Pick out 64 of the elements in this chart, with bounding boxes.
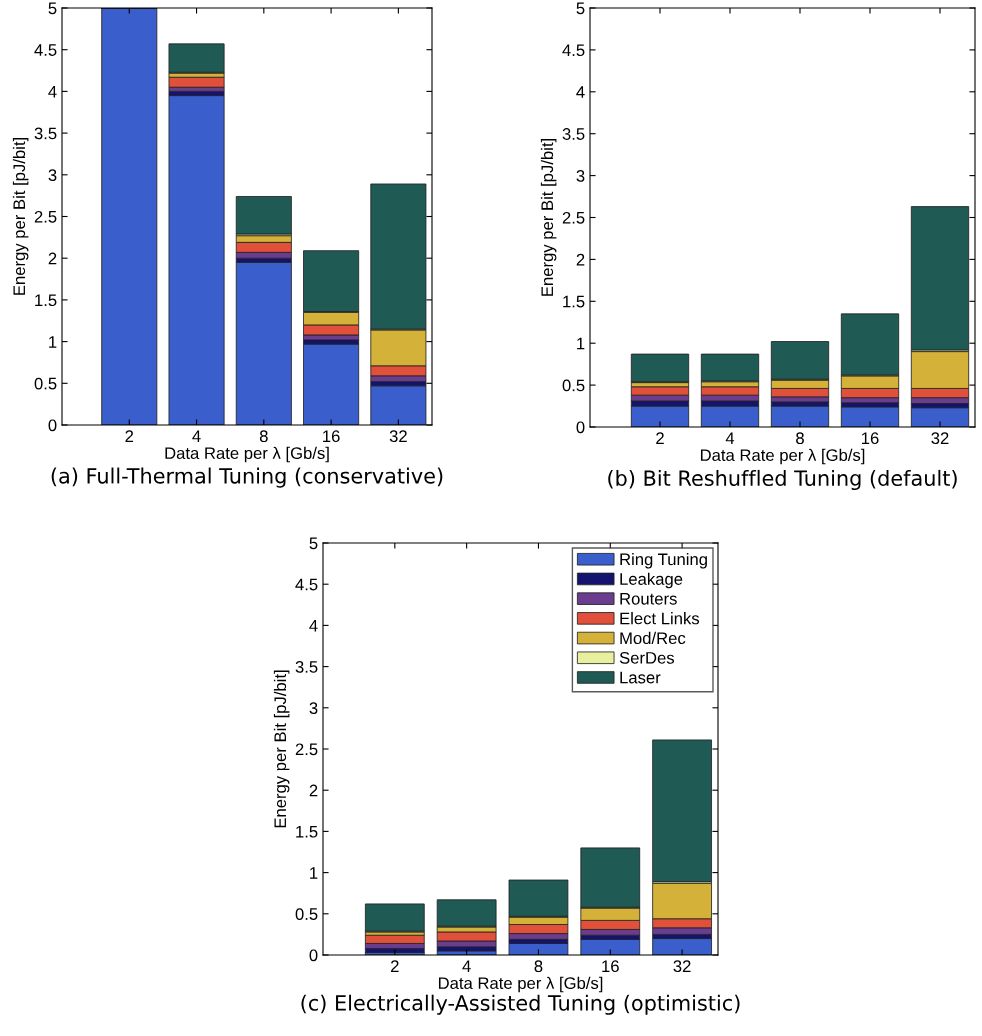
y-tick-label: 0.5 [295, 908, 318, 920]
legend-label: Mod/Rec [620, 631, 686, 645]
y-tick-label: 0.5 [562, 379, 585, 392]
y-tick-label: 1.5 [563, 295, 585, 308]
x-tick-label: 4 [462, 960, 471, 972]
y-axis-title: Energy per Bit [pJ/bit] [540, 139, 557, 296]
x-tick-label: 8 [259, 430, 268, 443]
y-tick-label: 1 [310, 867, 318, 879]
y-tick-label: 2 [48, 252, 57, 265]
x-tick-label: 2 [656, 432, 664, 444]
x-tick-label: 4 [725, 432, 735, 444]
text: (c) Electrically-Assisted Tuning (optimistic) [301, 994, 740, 1015]
y-tick-label: 3 [48, 169, 57, 181]
y-tick-label: 3.5 [34, 127, 57, 140]
y-tick-label: 2 [576, 253, 585, 266]
x-tick-label: 16 [323, 430, 340, 443]
y-tick-label: 3 [576, 170, 585, 182]
text: (b) Bit Reshuffled Tuning (default) [608, 469, 957, 491]
x-tick-label: 8 [796, 432, 804, 445]
legend-label: Ring Tuning [620, 553, 707, 569]
x-tick-label: 32 [389, 430, 407, 443]
y-tick-label: 1 [49, 336, 57, 348]
y-tick-label: 0 [48, 419, 57, 432]
legend-label: Leakage [620, 572, 683, 589]
legend-label: Laser [620, 671, 661, 684]
y-tick-label: 0 [576, 421, 585, 434]
y-tick-label: 4 [309, 619, 318, 632]
x-tick-label: 16 [862, 432, 879, 445]
y-tick-label: 4.5 [295, 578, 318, 591]
y-tick-label: 1.5 [35, 294, 57, 307]
y-tick-label: 2 [309, 784, 318, 797]
text: (a) Full-Thermal Tuning (conservative) [51, 467, 443, 488]
y-tick-label: 2.5 [34, 210, 57, 223]
y-tick-label: 3 [309, 702, 318, 714]
y-tick-label: 4 [576, 86, 585, 98]
x-tick-label: 8 [534, 960, 543, 973]
x-axis-title: Data Rate per λ [Gb/s] [165, 446, 329, 463]
x-axis-title: Data Rate per λ [Gb/s] [700, 448, 865, 465]
y-tick-label: 2.5 [562, 211, 585, 224]
y-axis-title: Energy per Bit [pJ/bit] [273, 670, 290, 828]
x-tick-label: 32 [931, 432, 949, 445]
y-tick-label: 5 [309, 537, 318, 550]
x-axis-title: Data Rate per λ [Gb/s] [438, 976, 603, 993]
x-tick-label: 2 [125, 430, 134, 442]
y-tick-label: 1 [577, 337, 585, 350]
y-tick-label: 4.5 [562, 44, 585, 57]
y-tick-label: 4 [48, 85, 57, 98]
y-tick-label: 0 [309, 949, 318, 962]
y-tick-label: 5 [576, 2, 585, 15]
y-tick-label: 0.5 [34, 377, 57, 390]
x-tick-label: 32 [673, 960, 691, 973]
y-tick-label: 5 [48, 2, 57, 15]
x-tick-label: 2 [391, 960, 399, 972]
y-tick-label: 3.5 [562, 128, 585, 140]
legend-label: SerDes [619, 651, 675, 664]
x-tick-label: 4 [192, 430, 201, 442]
y-tick-label: 4.5 [34, 44, 57, 56]
x-tick-label: 16 [602, 960, 619, 973]
legend-label: Routers [620, 593, 677, 605]
legend-label: Elect Links [620, 612, 700, 625]
y-tick-label: 3.5 [295, 661, 318, 673]
y-tick-label: 1.5 [296, 825, 318, 838]
y-axis-title: Energy per Bit [pJ/bit] [12, 138, 29, 295]
y-tick-label: 2.5 [295, 743, 318, 756]
